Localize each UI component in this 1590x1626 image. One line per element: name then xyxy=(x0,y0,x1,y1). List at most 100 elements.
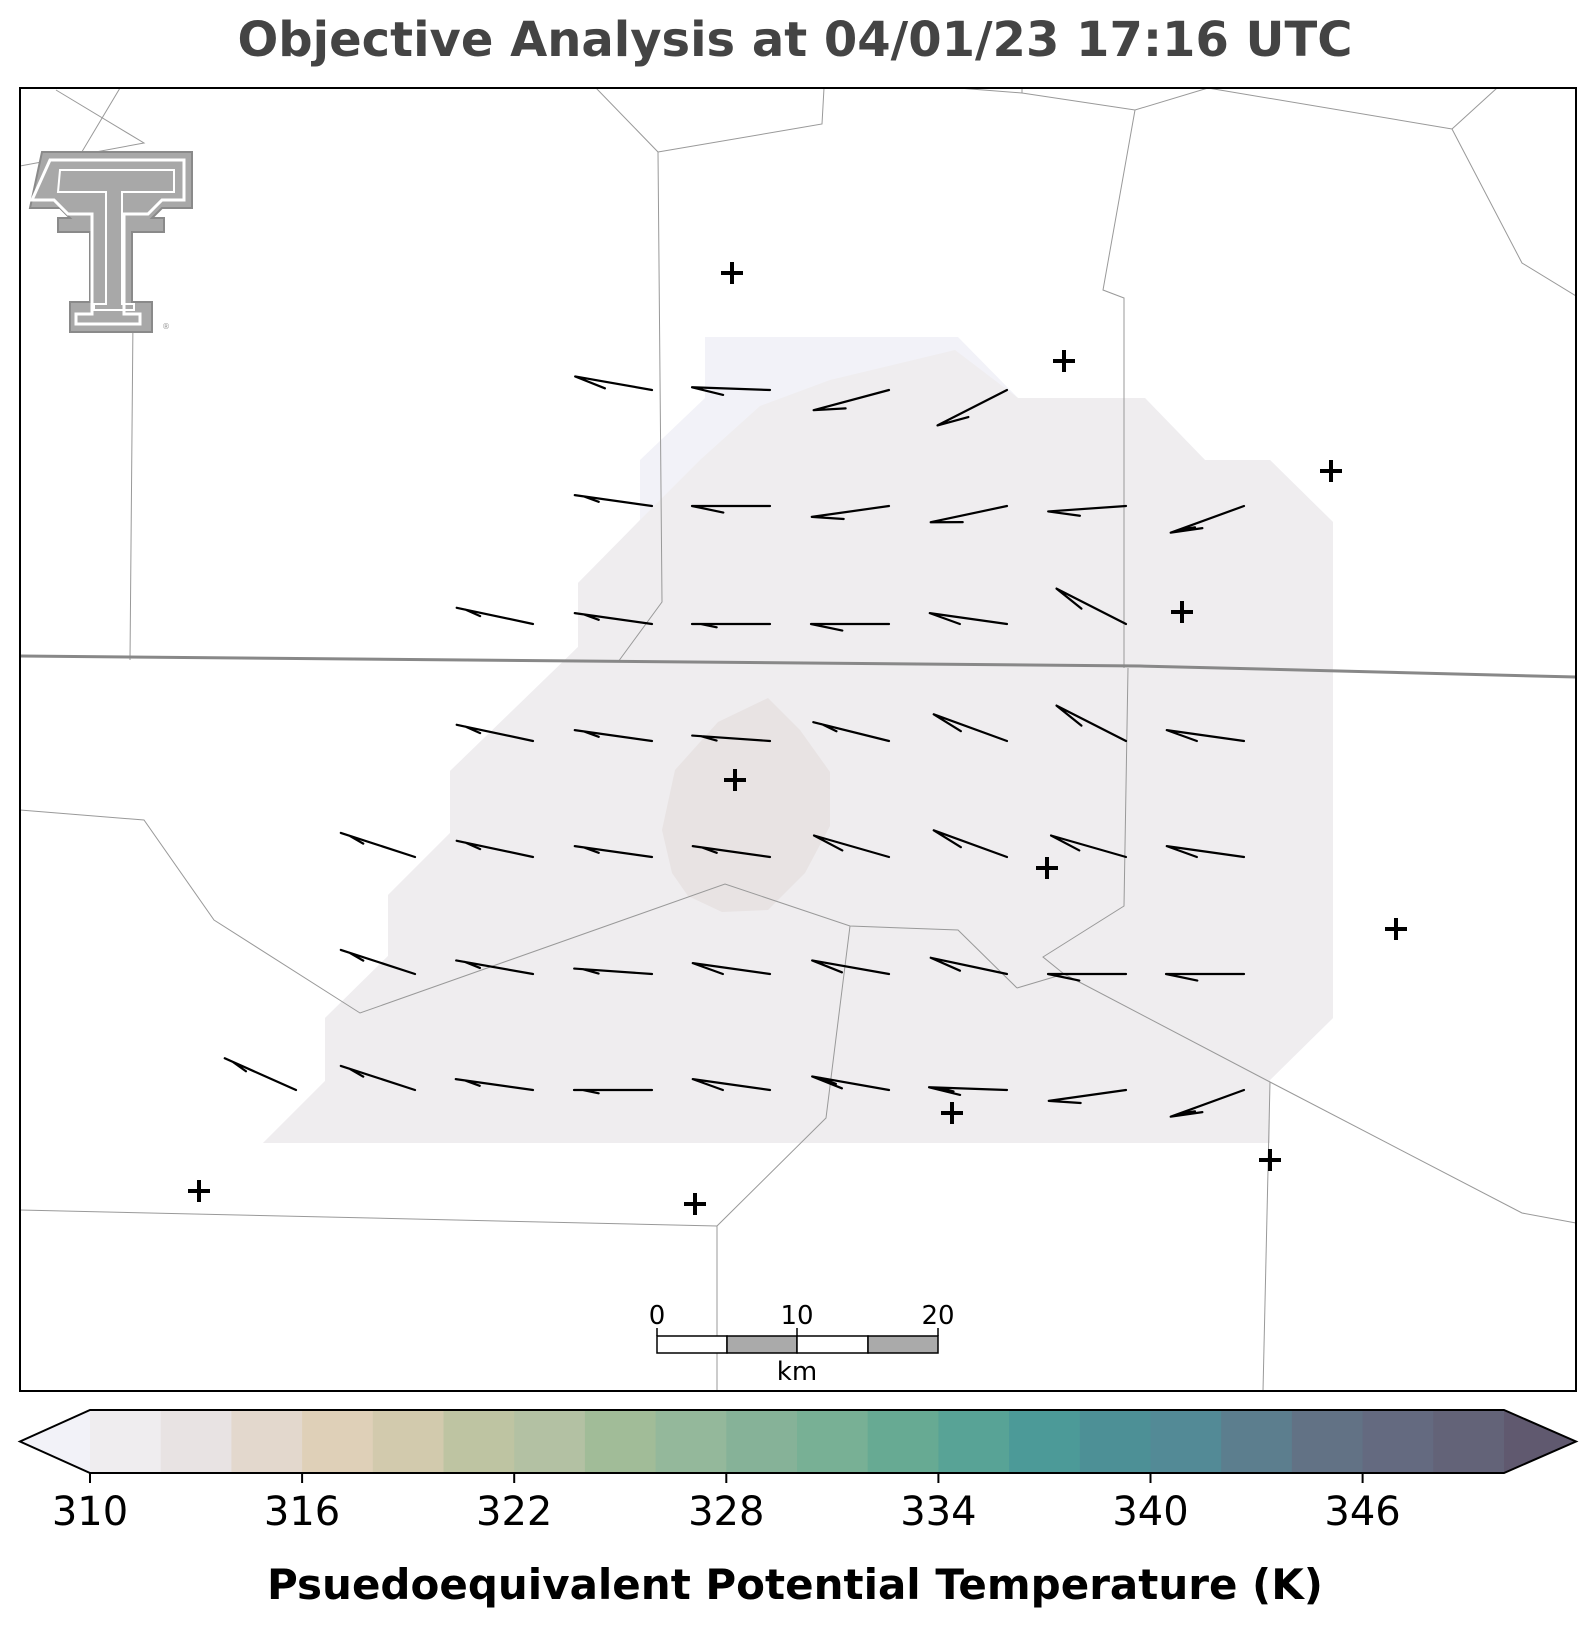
wind-barb xyxy=(1055,587,1128,626)
wind-barb xyxy=(574,375,654,392)
station-marker xyxy=(1036,857,1058,879)
wind-barb xyxy=(936,388,1009,427)
colorbar-segment xyxy=(372,1410,445,1473)
wind-barb xyxy=(928,612,1009,626)
wind-barb xyxy=(339,1064,417,1092)
wind-barb xyxy=(1169,504,1246,534)
colorbar-segment xyxy=(443,1410,515,1473)
wind-barb xyxy=(573,494,654,508)
map-title: Objective Analysis at 04/01/23 17:16 UTC xyxy=(237,12,1353,68)
map-frame xyxy=(19,87,1577,1392)
wind-barb xyxy=(1165,729,1246,743)
station-marker xyxy=(188,1180,210,1202)
wind-barb xyxy=(932,713,1009,743)
colorbar-segment xyxy=(867,1410,939,1473)
scale-tick-label: 10 xyxy=(780,1301,813,1331)
scale-tick-label: 20 xyxy=(921,1301,954,1331)
colorbar-extend-high xyxy=(1504,1410,1576,1473)
colorbar-tick-label: 310 xyxy=(52,1489,128,1535)
station-marker xyxy=(1259,1149,1281,1171)
wind-barb xyxy=(454,1078,535,1092)
colorbar-segment xyxy=(1150,1410,1222,1473)
colorbar-segment xyxy=(231,1410,303,1473)
wind-barb xyxy=(573,967,654,976)
colorbar-segment xyxy=(1433,1410,1505,1473)
wind-barb xyxy=(811,1075,891,1092)
station-marker xyxy=(1385,918,1407,940)
state-border xyxy=(20,654,1576,679)
colorbar-segment xyxy=(584,1410,657,1473)
map-panel: ® 0 10 20 km xyxy=(20,88,1576,1391)
wind-barb xyxy=(1169,1088,1246,1118)
colorbar-tick-label: 316 xyxy=(264,1489,340,1535)
wind-barb xyxy=(691,1078,772,1092)
wind-barb xyxy=(1165,845,1246,859)
svg-text:®: ® xyxy=(162,322,170,331)
scale-bar: 0 10 20 km xyxy=(649,1301,955,1387)
wind-barb xyxy=(812,721,891,743)
wind-barb xyxy=(810,504,891,521)
wind-barb xyxy=(455,839,535,859)
colorbar: 310 316 322 328 334 340 346 xyxy=(17,1409,1579,1535)
wind-barb xyxy=(812,834,891,859)
station-marker xyxy=(1171,601,1193,623)
colorbar-extend-low xyxy=(20,1410,90,1473)
station-marker xyxy=(1320,460,1342,482)
colorbar-segment xyxy=(160,1410,232,1473)
station-markers xyxy=(188,262,1407,1215)
colorbar-segment xyxy=(514,1410,586,1473)
wind-barb xyxy=(339,948,417,976)
colorbar-tick-label: 340 xyxy=(1112,1489,1188,1535)
wind-barbs xyxy=(223,375,1246,1118)
wind-barb xyxy=(1055,704,1128,743)
colorbar-segment xyxy=(1362,1410,1434,1473)
station-marker xyxy=(724,769,746,791)
wind-barb xyxy=(932,829,1009,859)
colorbar-segment xyxy=(938,1410,1010,1473)
colorbar-segment xyxy=(726,1410,798,1473)
wind-barb xyxy=(455,606,535,626)
contour-fill-center xyxy=(662,698,830,912)
colorbar-tick-label: 346 xyxy=(1324,1489,1400,1535)
wind-barb xyxy=(690,504,772,514)
wind-barb xyxy=(809,622,891,632)
wind-barb xyxy=(929,504,1009,524)
station-marker xyxy=(684,1193,706,1215)
county-lines xyxy=(20,88,1576,1391)
scale-tick-label: 0 xyxy=(649,1301,666,1331)
colorbar-segment xyxy=(797,1410,869,1473)
wind-barb xyxy=(691,845,772,859)
scale-unit-label: km xyxy=(777,1357,817,1387)
colorbar-segment xyxy=(1009,1410,1081,1473)
colorbar-segment xyxy=(90,1410,162,1473)
wind-barb xyxy=(223,1057,298,1092)
wind-barb xyxy=(691,734,772,743)
wind-barb xyxy=(455,959,535,976)
wind-barb xyxy=(572,1088,654,1095)
station-marker xyxy=(941,1102,963,1124)
wind-barb xyxy=(573,729,654,743)
colorbar-label: Psuedoequivalent Potential Temperature (… xyxy=(267,1560,1323,1609)
wind-barb xyxy=(927,1086,1009,1096)
wind-barb xyxy=(1047,504,1128,517)
colorbar-segment xyxy=(1291,1410,1364,1473)
wind-barb xyxy=(691,962,772,976)
station-marker xyxy=(1053,350,1075,372)
wind-barb xyxy=(812,388,891,412)
wind-barb xyxy=(1164,972,1246,982)
station-marker xyxy=(721,262,743,284)
colorbar-tick-label: 334 xyxy=(900,1489,976,1535)
colorbar-segment xyxy=(1079,1410,1152,1473)
texas-tech-double-t-logo: ® xyxy=(28,151,193,333)
colorbar-tick-label: 328 xyxy=(688,1489,764,1535)
wind-barb xyxy=(811,959,891,976)
colorbar-segment xyxy=(302,1410,374,1473)
colorbar-outline xyxy=(17,1409,1579,1474)
wind-barb xyxy=(690,386,772,397)
wind-barb xyxy=(690,622,772,629)
wind-barb xyxy=(455,723,535,743)
wind-barb xyxy=(339,831,417,859)
wind-barb xyxy=(1049,834,1128,859)
colorbar-segment xyxy=(1221,1410,1293,1473)
